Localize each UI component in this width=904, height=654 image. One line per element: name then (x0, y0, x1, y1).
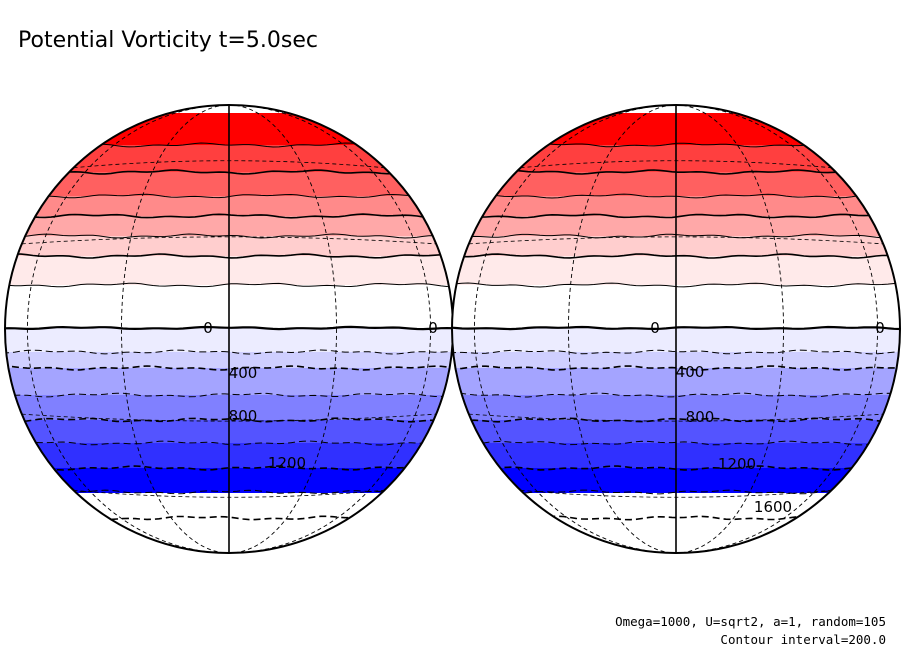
meridian-left-1 (26, 105, 432, 553)
contour-label-left-1: 0 (428, 319, 438, 337)
contour-line-left-2 (5, 169, 453, 175)
contour-line-left-12 (5, 417, 453, 423)
meridian-left-0 (121, 105, 337, 553)
color-band-right-cap (450, 553, 902, 593)
contour-line-right-6 (452, 253, 900, 259)
contour-label-left-2: 400 (229, 364, 258, 382)
contour-line-right-2 (452, 169, 900, 175)
contour-line-right-5 (452, 233, 900, 239)
parallel-left-3 (73, 489, 385, 498)
contour-label-right-5: 1600 (754, 498, 792, 516)
contour-line-right-14 (452, 465, 900, 471)
contour-label-right-1: 0 (875, 319, 885, 337)
contour-line-right-9 (452, 349, 900, 355)
contour-line-right-13 (452, 440, 900, 446)
contour-line-left-3 (5, 193, 453, 199)
contour-line-left-8 (5, 325, 453, 331)
contour-label-left-4: 1200 (268, 454, 306, 472)
contour-label-left-3: 800 (229, 407, 258, 425)
contour-label-right-2: 400 (676, 363, 705, 381)
parallel-left-0 (73, 160, 385, 169)
color-band-left-cap (3, 553, 455, 593)
contour-line-left-5 (5, 233, 453, 239)
contour-line-left-11 (5, 392, 453, 398)
globe-left: 0 0 400 800 1200 (3, 105, 455, 593)
contour-line-right-3 (452, 193, 900, 199)
contour-line-left-7 (5, 282, 453, 288)
meridian-right-1 (473, 105, 879, 553)
contour-label-left-0: 0 (203, 319, 213, 337)
parallel-left-2 (21, 413, 437, 422)
contour-line-right-12 (452, 417, 900, 423)
contour-label-right-0: 0 (650, 319, 660, 337)
parallel-right-1 (468, 236, 884, 245)
contour-interval-caption: Contour interval=200.0 (720, 632, 886, 647)
meridian-right-0 (568, 105, 784, 553)
contour-line-left-4 (5, 213, 453, 219)
globes-group: 0 0 400 800 1200 0 0 400 800 1200 1600 (3, 104, 902, 593)
parallel-left-1 (21, 236, 437, 245)
contour-line-left-14 (5, 465, 453, 471)
globe-right: 0 0 400 800 1200 1600 (450, 105, 902, 593)
parameters-caption: Omega=1000, U=sqrt2, a=1, random=105 (615, 614, 886, 629)
contour-line-right-4 (452, 213, 900, 219)
contour-line-left-6 (5, 253, 453, 259)
contour-line-right-8 (452, 325, 900, 331)
chart-title: Potential Vorticity t=5.0sec (18, 28, 318, 53)
parallel-right-3 (520, 489, 832, 498)
globe-outline-right (451, 104, 901, 554)
parallel-right-2 (468, 413, 884, 422)
contour-line-right-10 (452, 365, 900, 371)
contour-line-right-7 (452, 282, 900, 288)
contour-label-right-3: 800 (686, 408, 715, 426)
contour-line-left-9 (5, 349, 453, 355)
parallel-right-0 (520, 160, 832, 169)
contour-label-right-4: 1200 (718, 455, 756, 473)
